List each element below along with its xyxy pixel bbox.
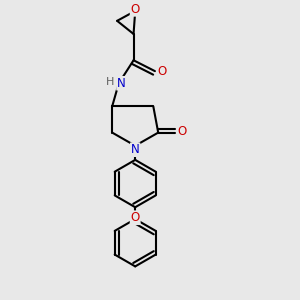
- Text: O: O: [130, 211, 140, 224]
- Text: N: N: [117, 77, 126, 90]
- Text: N: N: [131, 143, 140, 156]
- Text: O: O: [177, 125, 187, 138]
- Text: O: O: [157, 64, 166, 78]
- Text: O: O: [130, 3, 140, 16]
- Text: H: H: [105, 77, 114, 87]
